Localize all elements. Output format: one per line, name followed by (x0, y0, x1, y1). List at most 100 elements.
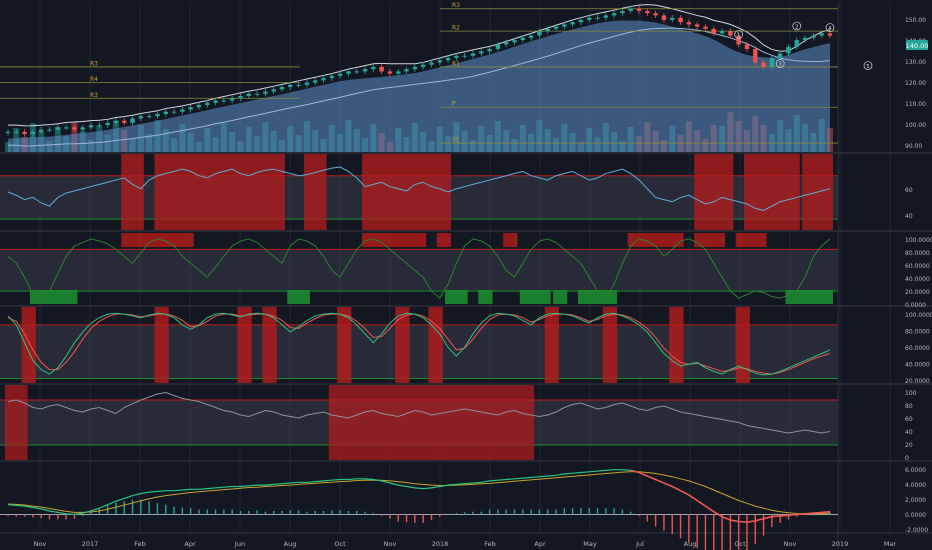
candle-body (802, 37, 808, 41)
candle-body (470, 53, 476, 56)
candle-body (744, 44, 750, 50)
candle-body (105, 122, 110, 126)
candle-body (570, 22, 575, 25)
rsi-tick-label: 60 (905, 187, 913, 194)
current-price-box (906, 40, 928, 50)
stochastic-tick-label: 40.0000 (905, 362, 930, 369)
time-axis-label: Nov (784, 540, 797, 548)
pivot-level-label: R3 (90, 92, 98, 99)
price-tick-label: 150.00 (905, 17, 926, 24)
overbought-span (121, 154, 144, 230)
wave-label: 5 (866, 64, 870, 70)
candle-body (636, 8, 642, 11)
time-axis-label: May (583, 540, 597, 548)
pivot-level-label: R4 (90, 76, 98, 83)
overbought-span (436, 233, 452, 247)
overbought-span (602, 307, 618, 383)
indicator-band (0, 249, 838, 292)
rsi-line (7, 166, 831, 211)
candle-body (786, 46, 791, 54)
candle-body (404, 69, 409, 72)
candle-body (130, 118, 135, 123)
indicator-band (0, 324, 838, 379)
overbought-span (544, 307, 559, 383)
candle-body (196, 104, 202, 108)
wave-label-circle (825, 23, 835, 32)
current-price-tag: 140.00 (906, 40, 929, 50)
oscillator-tick-label: 60 (905, 416, 913, 423)
overbought-span (154, 307, 169, 383)
ma-slow-line (8, 27, 831, 147)
candle-body (171, 111, 177, 113)
indicator-panels (0, 154, 838, 550)
candle-body (271, 89, 276, 92)
stochastic-tick-label: 80.0000 (905, 329, 930, 336)
candle-body (279, 87, 285, 90)
candle-body (620, 10, 625, 14)
overbought-span (735, 233, 767, 247)
macd-tick-label: -2.0000 (905, 527, 928, 534)
pivot-level-label: R3 (452, 2, 460, 9)
overbought-span (395, 307, 410, 383)
macd-signal-line (7, 471, 831, 515)
candle-body (63, 127, 69, 129)
candle-body (753, 49, 758, 63)
oscillator-tick-label: 40 (905, 429, 913, 436)
candle-body (827, 33, 833, 36)
candle-body (55, 127, 61, 130)
oversold-span (519, 290, 551, 304)
candle-body (138, 116, 144, 119)
candle-body (412, 66, 418, 70)
pivot-level-label: R1 (452, 60, 460, 67)
candle-body (221, 100, 227, 102)
candle-body (537, 31, 542, 36)
candle-body (503, 42, 509, 45)
candle-body (628, 8, 633, 11)
macd-bearish-segment (630, 469, 831, 524)
price-tick-label: 90.00 (905, 143, 922, 150)
stoch-rsi-tick-label: 40.0000 (905, 276, 930, 283)
candle-body (553, 26, 559, 29)
overbought-span (328, 385, 535, 460)
time-axis-label: Nov (34, 540, 47, 548)
candle-body (180, 109, 185, 112)
candle-body (736, 35, 741, 45)
time-axis-label: Feb (134, 540, 146, 548)
candle-body (678, 17, 683, 23)
candle-body (321, 78, 326, 81)
candle-body (603, 15, 609, 18)
time-axis: Nov 2017 Feb Apr Jun Aug Oct Nov 2018 Feb Apr May Ju… (34, 540, 897, 548)
candle-body (346, 71, 351, 74)
candle-body (39, 129, 44, 132)
time-axis-label: Oct (734, 540, 746, 548)
oversold-span (29, 290, 78, 304)
candle-body (263, 91, 268, 94)
price-panel[interactable]: R3 R2 R1 P S1 R3 R4 R3 1 2 3 4 5 (0, 2, 873, 153)
price-tick-label: 130.00 (905, 59, 926, 66)
candle-body (238, 96, 243, 99)
candle-body (163, 111, 168, 114)
candle-body (728, 31, 733, 36)
candle-body (155, 113, 160, 117)
current-price-label: 140.00 (906, 42, 929, 50)
candle-body (30, 131, 36, 135)
candle-body (188, 107, 193, 110)
candle-body (146, 116, 152, 118)
candle-body (288, 84, 293, 88)
candle-body (769, 57, 775, 67)
candle-body (512, 40, 517, 43)
candle-body (113, 120, 119, 123)
time-axis-label: Aug (684, 540, 697, 548)
candle-body (445, 57, 451, 61)
wave-label-circle (734, 30, 744, 39)
candle-body (337, 73, 343, 76)
candle-body (205, 102, 210, 105)
overbought-span (362, 154, 452, 230)
candle-body (653, 13, 658, 16)
candle-body (479, 51, 484, 54)
candle-body (719, 31, 725, 34)
candle-body (313, 80, 318, 83)
time-axis-label: Apr (534, 540, 546, 548)
stoch-rsi-tick-label: 100.0000 (905, 237, 932, 244)
